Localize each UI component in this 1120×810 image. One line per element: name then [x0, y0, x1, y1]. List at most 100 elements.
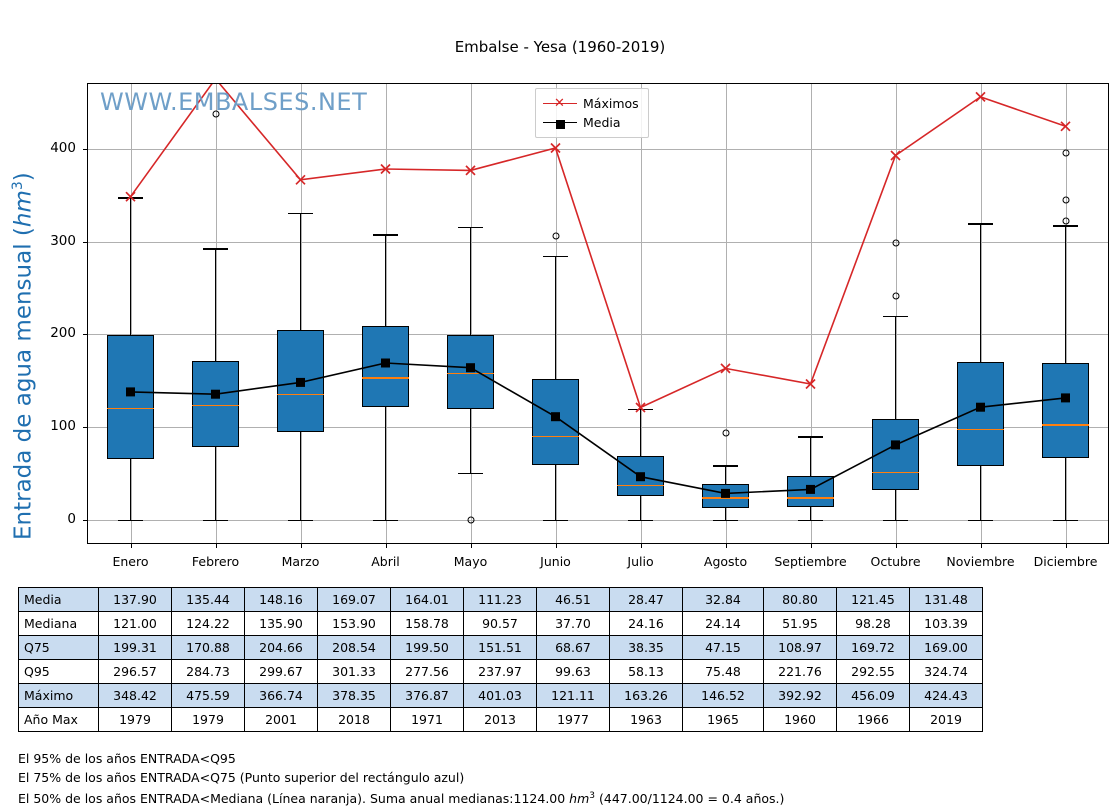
- table-cell: 124.22: [171, 611, 245, 636]
- whisker-lower: [724, 507, 727, 520]
- table-cell: 1979: [171, 707, 245, 732]
- x-tick-mark: [810, 544, 812, 548]
- footer-notes: El 95% de los años ENTRADA<Q95 El 75% de…: [18, 749, 784, 808]
- legend-label-media: Media: [583, 115, 621, 130]
- table-cell: 103.39: [909, 611, 983, 636]
- table-cell: 1965: [682, 707, 764, 732]
- table-cell: 24.14: [682, 611, 764, 636]
- plot-area: [87, 83, 1109, 544]
- series-point-media: [551, 412, 560, 422]
- series-point-media: [636, 472, 645, 482]
- y-axis-label-exponent: 3: [10, 181, 26, 191]
- footer-line-3-a: El 50% de los años ENTRADA<Mediana (Líne…: [18, 791, 570, 807]
- series-point-media: [891, 440, 900, 450]
- whisker-lower: [384, 406, 387, 520]
- whisker-lower: [554, 465, 557, 520]
- table-cell: 277.56: [390, 659, 464, 684]
- series-point-media: [211, 389, 220, 399]
- x-tick-label: Marzo: [281, 554, 320, 569]
- x-tick-mark: [215, 544, 217, 548]
- x-tick-mark: [980, 544, 982, 548]
- x-tick-label: Agosto: [703, 554, 748, 569]
- y-tick-mark: [83, 427, 87, 429]
- table-cell: 204.66: [244, 635, 318, 660]
- table-cell: 1963: [609, 707, 683, 732]
- table-cell: 164.01: [390, 587, 464, 612]
- table-cell: 1966: [836, 707, 910, 732]
- table-cell: 208.54: [317, 635, 391, 660]
- whisker-upper: [894, 315, 897, 419]
- cap-lower: [798, 519, 823, 522]
- table-row: Año Max 1979 1979 2001 2018 1971 2013 1977 1963 1…: [18, 707, 983, 732]
- table-row: Mediana 121.00 124.22 135.90 153.90 158.78 90.…: [18, 611, 983, 636]
- series-point-maximos: [975, 91, 986, 103]
- y-tick-mark: [83, 241, 87, 243]
- median-line: [872, 471, 919, 474]
- whisker-upper: [384, 234, 387, 327]
- table-cell: 424.43: [909, 683, 983, 708]
- outlier-marker: [212, 110, 219, 118]
- whisker-upper: [809, 436, 812, 477]
- x-tick-label: Diciembre: [1033, 554, 1098, 569]
- table-cell: 148.16: [244, 587, 318, 612]
- whisker-lower: [894, 490, 897, 520]
- table-cell: 199.50: [390, 635, 464, 660]
- median-line: [1042, 423, 1089, 426]
- series-point-maximos: [635, 402, 646, 413]
- table-cell: 75.48: [682, 659, 764, 684]
- table-cell: 163.26: [609, 683, 683, 708]
- cap-lower: [288, 519, 313, 522]
- cap-lower: [543, 519, 568, 522]
- whisker-upper: [639, 408, 642, 457]
- whisker-upper: [214, 248, 217, 362]
- series-point-media: [381, 358, 390, 368]
- table-cell: 170.88: [171, 635, 245, 660]
- y-tick-label: 300: [50, 232, 76, 249]
- cap-lower: [458, 472, 483, 475]
- whisker-lower: [639, 495, 642, 520]
- cap-upper: [288, 212, 313, 215]
- outlier-marker: [892, 239, 899, 247]
- table-cell: 2001: [244, 707, 318, 732]
- table-row: Máximo 348.42 475.59 366.74 378.35 376.87 401.…: [18, 683, 983, 708]
- median-line: [192, 404, 239, 407]
- x-tick-mark: [470, 544, 472, 548]
- outlier-marker: [722, 429, 729, 437]
- footer-line-1: El 95% de los años ENTRADA<Q95: [18, 751, 236, 766]
- table-cell: 366.74: [244, 683, 318, 708]
- table-cell: 121.45: [836, 587, 910, 612]
- watermark: WWW.EMBALSES.NET: [100, 88, 368, 116]
- series-point-maximos: [805, 378, 816, 390]
- x-tick-mark: [640, 544, 642, 548]
- cap-upper: [883, 315, 908, 318]
- box-iqr: [872, 418, 919, 491]
- x-tick-mark: [555, 544, 557, 548]
- y-tick-mark: [83, 148, 87, 150]
- table-cell: 169.72: [836, 635, 910, 660]
- y-axis-label-prefix: Entrada de agua mensual (: [10, 227, 37, 540]
- whisker-lower: [129, 458, 132, 520]
- median-line: [702, 497, 749, 499]
- y-tick-label: 100: [50, 418, 76, 435]
- table-cell: 324.74: [909, 659, 983, 684]
- box-iqr: [532, 379, 579, 466]
- table-cell: 121.11: [536, 683, 610, 708]
- table-cell: 135.90: [244, 611, 318, 636]
- cap-upper: [713, 465, 738, 467]
- outlier-marker: [1062, 196, 1069, 204]
- table-cell: 199.31: [98, 635, 172, 660]
- table-cell: 2019: [909, 707, 983, 732]
- outlier-marker: [467, 516, 474, 524]
- gridline-horizontal: [88, 427, 1108, 429]
- x-tick-mark: [130, 544, 132, 548]
- page-title: Embalse - Yesa (1960-2019): [454, 38, 666, 56]
- series-point-maximos: [380, 163, 391, 175]
- table-row: Media 137.90 135.44 148.16 169.07 164.01 111.2…: [18, 587, 983, 612]
- table-cell: 1960: [763, 707, 837, 732]
- y-tick-mark: [83, 519, 87, 521]
- gridline-horizontal: [88, 148, 1108, 150]
- outlier-marker: [1062, 217, 1069, 225]
- series-point-media: [296, 377, 305, 387]
- whisker-upper: [724, 465, 727, 485]
- series-point-media: [721, 488, 730, 498]
